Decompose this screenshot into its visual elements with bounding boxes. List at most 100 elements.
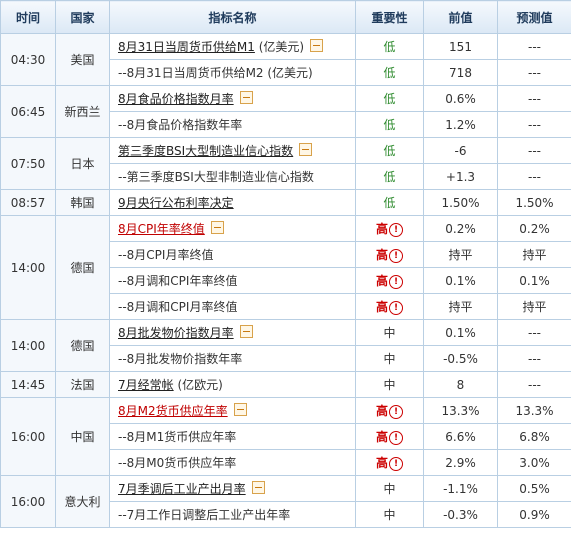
indicator-link[interactable]: 8月CPI年率终值 xyxy=(118,222,205,236)
indicator-name-cell[interactable]: 7月季调后工业产出月率 xyxy=(109,475,356,502)
importance-label: 低 xyxy=(383,196,396,210)
forecast-value: --- xyxy=(497,85,571,112)
importance-cell: 中 xyxy=(355,475,424,502)
previous-value: +1.3 xyxy=(423,163,498,190)
importance-label: 高 xyxy=(375,222,388,236)
importance-cell: 高! xyxy=(355,267,424,294)
indicator-sub-label: --8月调和CPI月率终值 xyxy=(118,300,238,314)
importance-label: 中 xyxy=(383,508,396,522)
importance-cell: 低 xyxy=(355,137,424,164)
indicator-sub-label: --8月食品价格指数年率 xyxy=(118,118,243,132)
indicator-link[interactable]: 8月食品价格指数月率 xyxy=(118,92,234,106)
event-country: 德国 xyxy=(55,215,110,320)
indicator-name-cell: --8月批发物价指数年率 xyxy=(109,345,356,372)
event-time: 08:57 xyxy=(0,189,56,216)
collapse-toggle-icon[interactable] xyxy=(310,39,324,52)
indicator-sub-label: --8月M1货币供应年率 xyxy=(118,430,237,444)
header-country: 国家 xyxy=(55,0,110,34)
previous-value: 1.2% xyxy=(423,111,498,138)
indicator-name-cell[interactable]: 8月批发物价指数月率 xyxy=(109,319,356,346)
event-country: 意大利 xyxy=(55,475,110,528)
forecast-value: --- xyxy=(497,111,571,138)
indicator-name-cell[interactable]: 8月M2货币供应年率 xyxy=(109,397,356,424)
collapse-toggle-icon[interactable] xyxy=(299,143,313,156)
importance-cell: 低 xyxy=(355,189,424,216)
indicator-unit: (亿欧元) xyxy=(173,378,223,392)
event-time: 14:00 xyxy=(0,319,56,372)
previous-value: 13.3% xyxy=(423,397,498,424)
forecast-value: 6.8% xyxy=(497,423,571,450)
indicator-name-cell[interactable]: 7月经常帐 (亿欧元) xyxy=(109,371,356,398)
forecast-value: 持平 xyxy=(497,241,571,268)
indicator-link[interactable]: 第三季度BSI大型制造业信心指数 xyxy=(118,144,294,158)
indicator-sub-label: --8月31日当周货币供给M2 (亿美元) xyxy=(118,66,313,80)
importance-cell: 高! xyxy=(355,241,424,268)
table-row: --7月工作日调整后工业产出年率 中 -0.3% 0.9% xyxy=(1,501,571,528)
event-country: 美国 xyxy=(55,33,110,86)
indicator-link[interactable]: 8月批发物价指数月率 xyxy=(118,326,234,340)
collapse-toggle-icon[interactable] xyxy=(251,481,265,494)
importance-cell: 中 xyxy=(355,371,424,398)
indicator-name-cell: --8月CPI月率终值 xyxy=(109,241,356,268)
event-time: 06:45 xyxy=(0,85,56,138)
forecast-value: 3.0% xyxy=(497,449,571,476)
importance-cell: 高! xyxy=(355,215,424,242)
collapse-toggle-icon[interactable] xyxy=(210,221,224,234)
header-time: 时间 xyxy=(0,0,56,34)
table-row: 16:00 意大利 7月季调后工业产出月率中 -1.1% 0.5% xyxy=(0,475,571,528)
indicator-name-cell[interactable]: 8月食品价格指数月率 xyxy=(109,85,356,112)
alert-icon: ! xyxy=(389,405,403,419)
event-time: 16:00 xyxy=(0,397,56,476)
event-time: 04:30 xyxy=(0,33,56,86)
indicator-link[interactable]: 9月央行公布利率决定 xyxy=(118,196,234,210)
indicator-name-cell[interactable]: 8月CPI年率终值 xyxy=(109,215,356,242)
event-time: 07:50 xyxy=(0,137,56,190)
previous-value: -0.5% xyxy=(423,345,498,372)
collapse-toggle-icon[interactable] xyxy=(239,91,253,104)
collapse-toggle-icon[interactable] xyxy=(233,403,247,416)
event-country: 新西兰 xyxy=(55,85,110,138)
indicator-sub-label: --第三季度BSI大型非制造业信心指数 xyxy=(118,170,314,184)
indicator-link[interactable]: 7月季调后工业产出月率 xyxy=(118,482,246,496)
indicator-sub-label: --7月工作日调整后工业产出年率 xyxy=(118,508,291,522)
importance-label: 高 xyxy=(375,404,388,418)
importance-cell: 低 xyxy=(355,111,424,138)
indicator-name-cell[interactable]: 第三季度BSI大型制造业信心指数 xyxy=(109,137,356,164)
indicator-name-cell: --8月M1货币供应年率 xyxy=(109,423,356,450)
table-row: 14:45 法国 7月经常帐 (亿欧元) 中 8 --- xyxy=(0,371,571,398)
indicator-link[interactable]: 8月M2货币供应年率 xyxy=(118,404,228,418)
table-row: --8月31日当周货币供给M2 (亿美元) 低 718 --- xyxy=(1,59,571,86)
collapse-toggle-icon[interactable] xyxy=(239,325,253,338)
importance-cell: 高! xyxy=(355,397,424,424)
event-time: 14:00 xyxy=(0,215,56,320)
importance-cell: 低 xyxy=(355,59,424,86)
forecast-value: --- xyxy=(497,371,571,398)
table-row: 14:00 德国 8月批发物价指数月率中 0.1% --- xyxy=(0,319,571,372)
forecast-value: 0.5% xyxy=(497,475,571,502)
indicator-link[interactable]: 8月31日当周货币供给M1 xyxy=(118,40,255,54)
importance-label: 中 xyxy=(383,326,396,340)
forecast-value: --- xyxy=(497,163,571,190)
indicator-name-cell[interactable]: 8月31日当周货币供给M1 (亿美元) xyxy=(109,33,356,60)
event-country: 中国 xyxy=(55,397,110,476)
importance-label: 高 xyxy=(375,300,388,314)
previous-value: 2.9% xyxy=(423,449,498,476)
event-country: 日本 xyxy=(55,137,110,190)
indicator-sub-label: --8月批发物价指数年率 xyxy=(118,352,243,366)
indicator-name-cell[interactable]: 9月央行公布利率决定 xyxy=(109,189,356,216)
alert-icon: ! xyxy=(389,301,403,315)
previous-value: -6 xyxy=(423,137,498,164)
event-country: 德国 xyxy=(55,319,110,372)
table-row: 07:50 日本 第三季度BSI大型制造业信心指数低 -6 --- xyxy=(0,137,571,190)
indicator-link[interactable]: 7月经常帐 xyxy=(118,378,174,392)
forecast-value: 持平 xyxy=(497,293,571,320)
indicator-name-cell: --8月31日当周货币供给M2 (亿美元) xyxy=(109,59,356,86)
previous-value: -0.3% xyxy=(423,501,498,528)
table-row: --8月CPI月率终值高! 持平 持平 xyxy=(1,241,571,268)
forecast-value: --- xyxy=(497,137,571,164)
table-row: 14:00 德国 8月CPI年率终值高! 0.2% 0.2% xyxy=(0,215,571,320)
importance-label: 低 xyxy=(383,170,396,184)
importance-label: 高 xyxy=(375,430,388,444)
indicator-name-cell: --7月工作日调整后工业产出年率 xyxy=(109,501,356,528)
importance-cell: 中 xyxy=(355,319,424,346)
